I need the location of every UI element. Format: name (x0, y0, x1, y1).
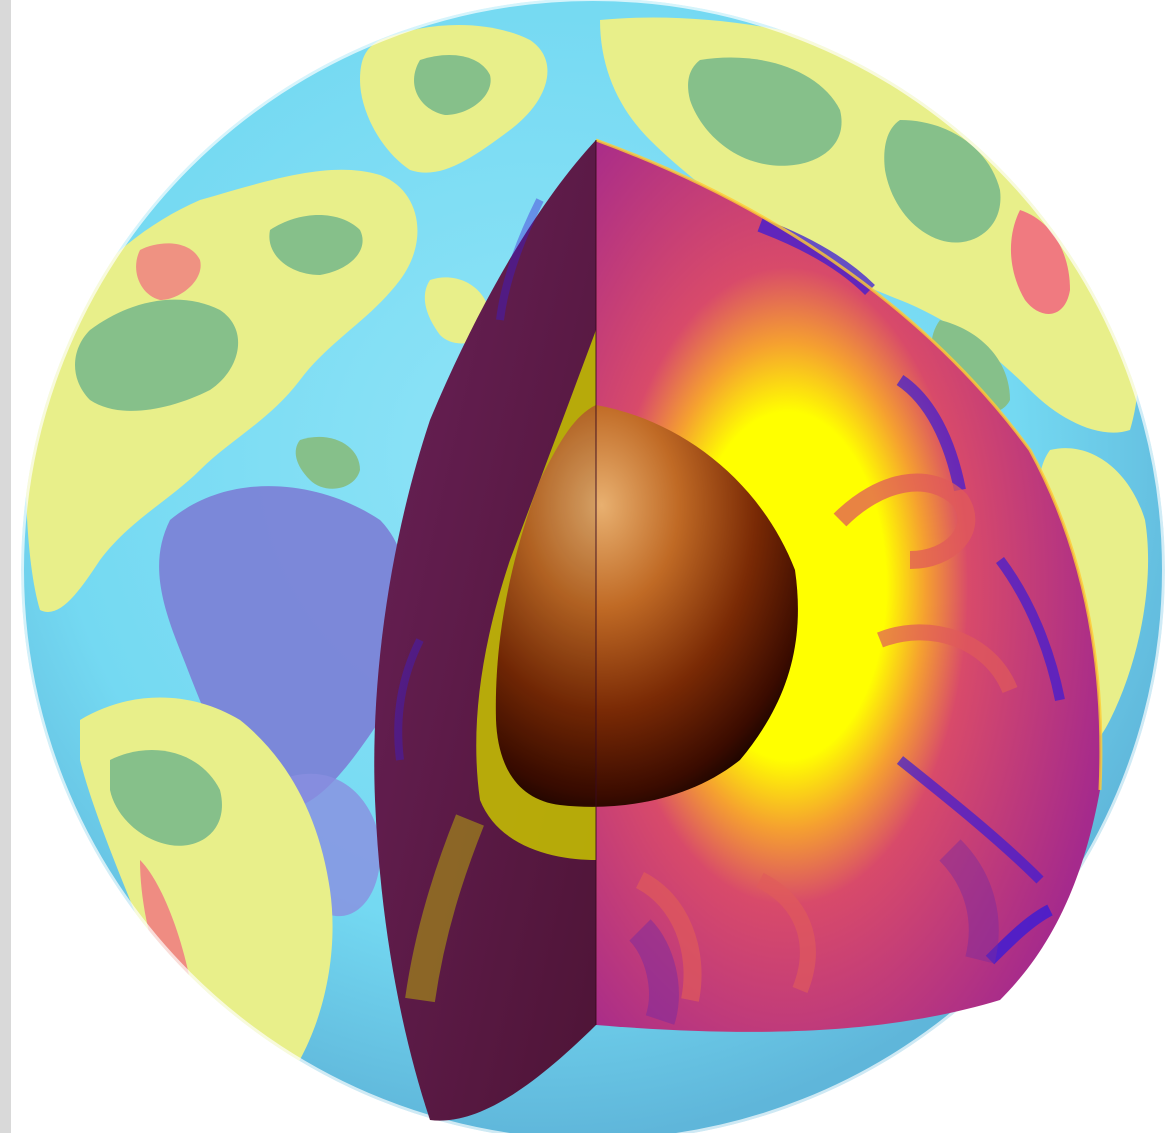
landmass-north-america (25, 169, 418, 612)
mantle-cross-section-right (595, 138, 1103, 1032)
left-margin-strip (0, 0, 11, 1133)
inner-core (495, 405, 798, 807)
